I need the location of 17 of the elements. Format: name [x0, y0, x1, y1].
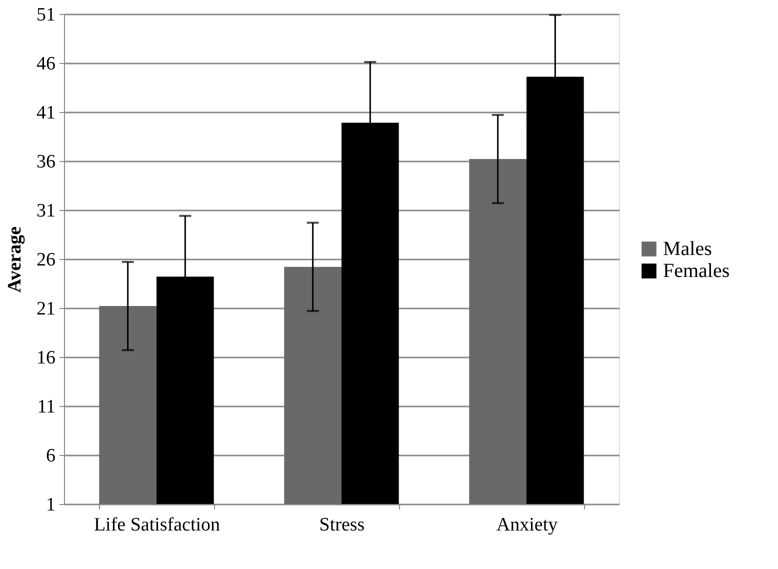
y-axis-title: Average [4, 226, 26, 293]
x-tick-label: Anxiety [496, 514, 558, 536]
y-tick-label: 31 [36, 200, 56, 222]
y-tick-label: 21 [36, 298, 56, 320]
y-tick-label: 36 [36, 152, 56, 172]
y-tick-label: 51 [36, 4, 56, 26]
legend-label: Females [663, 260, 730, 282]
y-tick-label: 26 [36, 250, 56, 270]
y-tick-label: 11 [37, 396, 56, 418]
legend-label: Males [663, 238, 712, 260]
y-tick-label: 6 [46, 446, 56, 466]
y-tick-label: 41 [36, 102, 56, 124]
y-tick-label: 1 [46, 494, 56, 516]
y-tick-label: 46 [36, 54, 56, 74]
x-tick-label: Stress [319, 514, 365, 536]
y-tick-label: 16 [36, 348, 56, 368]
x-tick-label: Life Satisfaction [94, 514, 221, 536]
